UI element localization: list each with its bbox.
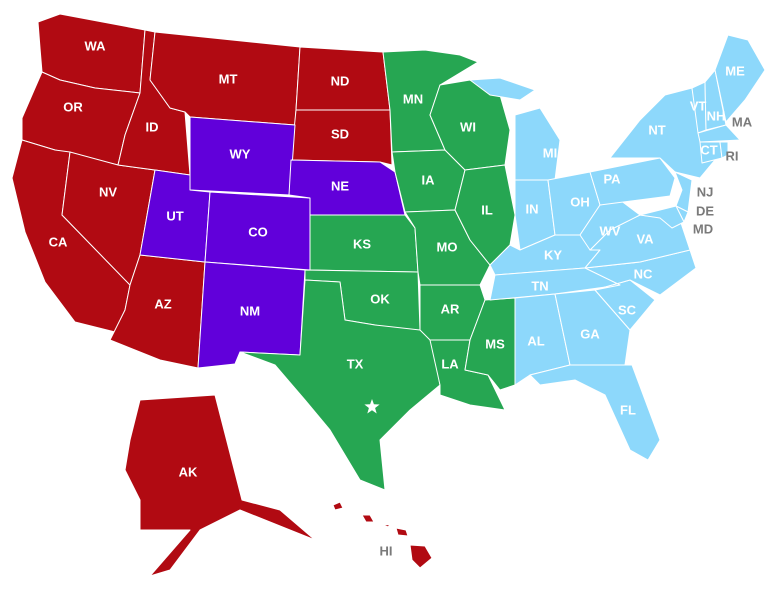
- state-mi[interactable]: [514, 107, 561, 181]
- state-label-sd: SD: [331, 126, 349, 141]
- state-label-ar: AR: [441, 301, 460, 316]
- state-label-wa: WA: [85, 38, 107, 53]
- state-label-nh: NH: [707, 108, 726, 123]
- state-label-oh: OH: [570, 194, 590, 209]
- state-label-ak: AK: [179, 464, 198, 479]
- state-label-de: DE: [696, 203, 714, 218]
- state-label-nv: NV: [99, 184, 117, 199]
- state-labels: WA OR CA NV ID MT AZ ND SD AK HI WY UT CO NM NE KS OK TX MN…: [49, 38, 753, 558]
- state-label-mn: MN: [403, 91, 423, 106]
- state-label-ca: CA: [49, 234, 68, 249]
- state-label-ga: GA: [580, 326, 600, 341]
- state-me[interactable]: [714, 34, 766, 123]
- state-label-tx: TX: [347, 356, 364, 371]
- state-label-co: CO: [248, 224, 268, 239]
- state-label-wy: WY: [230, 146, 251, 161]
- state-tx[interactable]: [239, 279, 441, 491]
- state-ri[interactable]: [719, 141, 729, 159]
- state-label-wi: WI: [460, 119, 476, 134]
- state-label-nm: NM: [240, 303, 260, 318]
- state-fl[interactable]: [529, 364, 661, 461]
- state-label-me: ME: [725, 63, 745, 78]
- state-label-or: OR: [63, 99, 83, 114]
- state-hi[interactable]: [361, 514, 375, 523]
- state-mi[interactable]: [469, 77, 536, 101]
- state-label-la: LA: [441, 356, 459, 371]
- state-label-id: ID: [146, 119, 159, 134]
- state-label-tn: TN: [531, 278, 548, 293]
- state-label-mo: MO: [437, 239, 458, 254]
- state-ma[interactable]: [697, 124, 741, 143]
- state-md[interactable]: [639, 205, 685, 229]
- state-label-sc: SC: [618, 302, 637, 317]
- state-label-hi: HI: [380, 543, 393, 558]
- state-label-ia: IA: [422, 172, 436, 187]
- state-nj[interactable]: [674, 171, 693, 213]
- state-label-al: AL: [527, 333, 544, 348]
- state-label-pa: PA: [603, 171, 621, 186]
- state-label-ri: RI: [726, 148, 739, 163]
- state-label-ct: CT: [700, 142, 717, 157]
- state-pa[interactable]: [589, 157, 676, 206]
- state-label-nd: ND: [331, 73, 350, 88]
- state-shapes: [11, 13, 766, 577]
- state-ak[interactable]: [124, 394, 316, 577]
- state-label-nc: NC: [634, 266, 653, 281]
- state-label-vt: VT: [690, 98, 707, 113]
- state-hi[interactable]: [409, 544, 433, 569]
- star-icon: [364, 399, 380, 414]
- state-hi[interactable]: [332, 501, 344, 511]
- state-label-ut: UT: [166, 208, 183, 223]
- state-label-fl: FL: [620, 402, 636, 417]
- state-label-wv: WV: [600, 223, 621, 238]
- state-label-nj: NJ: [697, 184, 714, 199]
- state-label-ne: NE: [331, 178, 349, 193]
- state-label-ky: KY: [544, 247, 562, 262]
- state-label-in: IN: [526, 201, 539, 216]
- state-label-il: IL: [481, 202, 493, 217]
- state-label-mi: MI: [543, 145, 557, 160]
- state-label-az: AZ: [154, 296, 171, 311]
- state-hi[interactable]: [395, 527, 409, 537]
- state-label-ms: MS: [485, 336, 505, 351]
- state-label-ok: OK: [370, 291, 390, 306]
- state-label-ks: KS: [353, 236, 371, 251]
- state-label-va: VA: [636, 231, 654, 246]
- state-label-ny: NT: [648, 122, 665, 137]
- state-label-mt: MT: [219, 71, 238, 86]
- state-hi[interactable]: [381, 523, 391, 528]
- state-label-md: MD: [693, 221, 713, 236]
- state-label-ma: MA: [732, 114, 753, 129]
